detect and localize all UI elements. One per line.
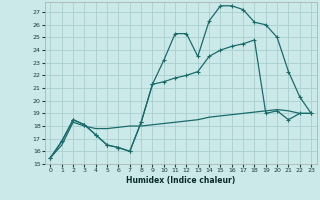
X-axis label: Humidex (Indice chaleur): Humidex (Indice chaleur) <box>126 176 236 185</box>
